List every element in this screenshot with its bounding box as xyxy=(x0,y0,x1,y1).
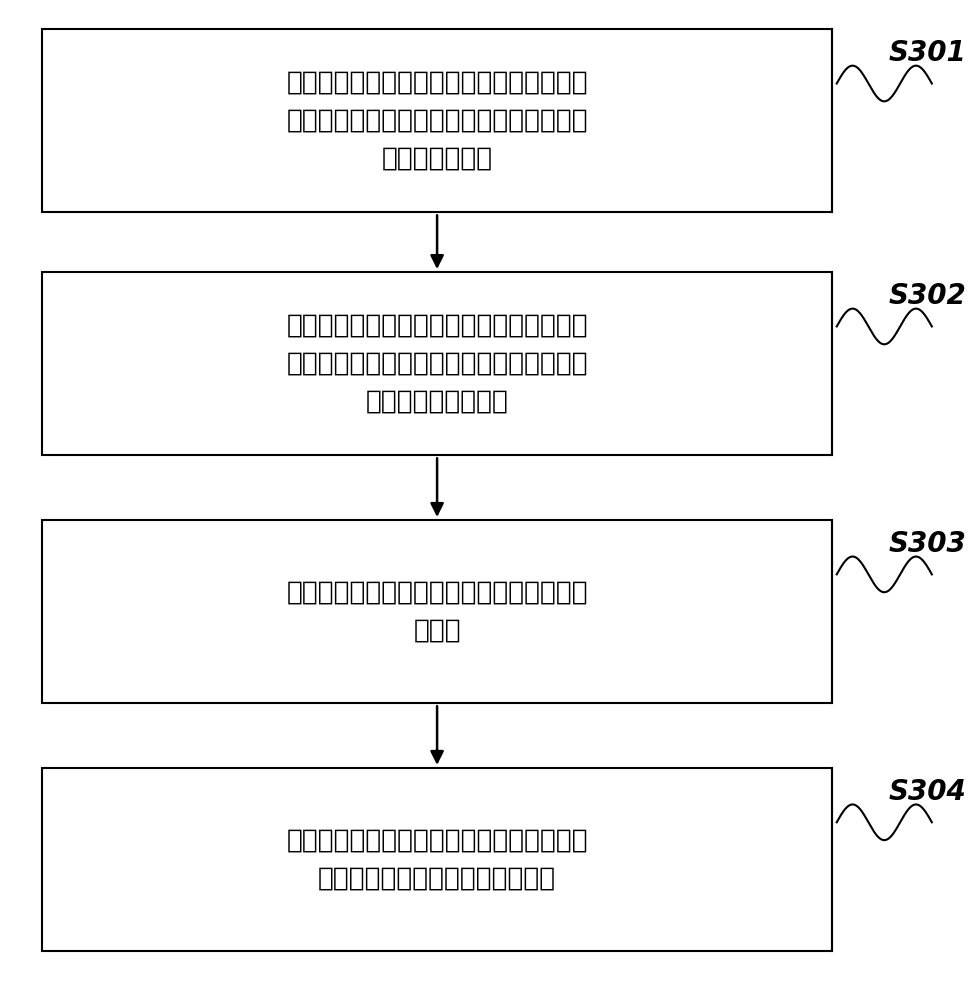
Text: S303: S303 xyxy=(888,530,966,558)
FancyBboxPatch shape xyxy=(42,768,832,951)
Text: S302: S302 xyxy=(888,282,966,310)
Text: 自动从腹部图像数据中选取骨骼的至少一个
种子点: 自动从腹部图像数据中选取骨骼的至少一个 种子点 xyxy=(286,580,588,644)
FancyBboxPatch shape xyxy=(42,29,832,212)
Text: S301: S301 xyxy=(888,39,966,67)
Text: 根据第一分割结果，在腹部图像数据中修改
包含腹主动脉或部分腹主动脉区域的数据得
到腹部图像修改数据: 根据第一分割结果，在腹部图像数据中修改 包含腹主动脉或部分腹主动脉区域的数据得 … xyxy=(286,313,588,415)
Text: S304: S304 xyxy=(888,778,966,806)
FancyBboxPatch shape xyxy=(42,272,832,455)
Text: 根据种子点和腹部图像修改数据，应用第一
阈值连通获得骨骼的第二分割结果: 根据种子点和腹部图像修改数据，应用第一 阈值连通获得骨骼的第二分割结果 xyxy=(286,827,588,891)
FancyBboxPatch shape xyxy=(42,520,832,703)
Text: 根据腹主动脉的形状特征，自动提取腹部图
像数据中包含腹主动脉或部分腹主动脉区域
的第一分割结果: 根据腹主动脉的形状特征，自动提取腹部图 像数据中包含腹主动脉或部分腹主动脉区域 … xyxy=(286,70,588,172)
